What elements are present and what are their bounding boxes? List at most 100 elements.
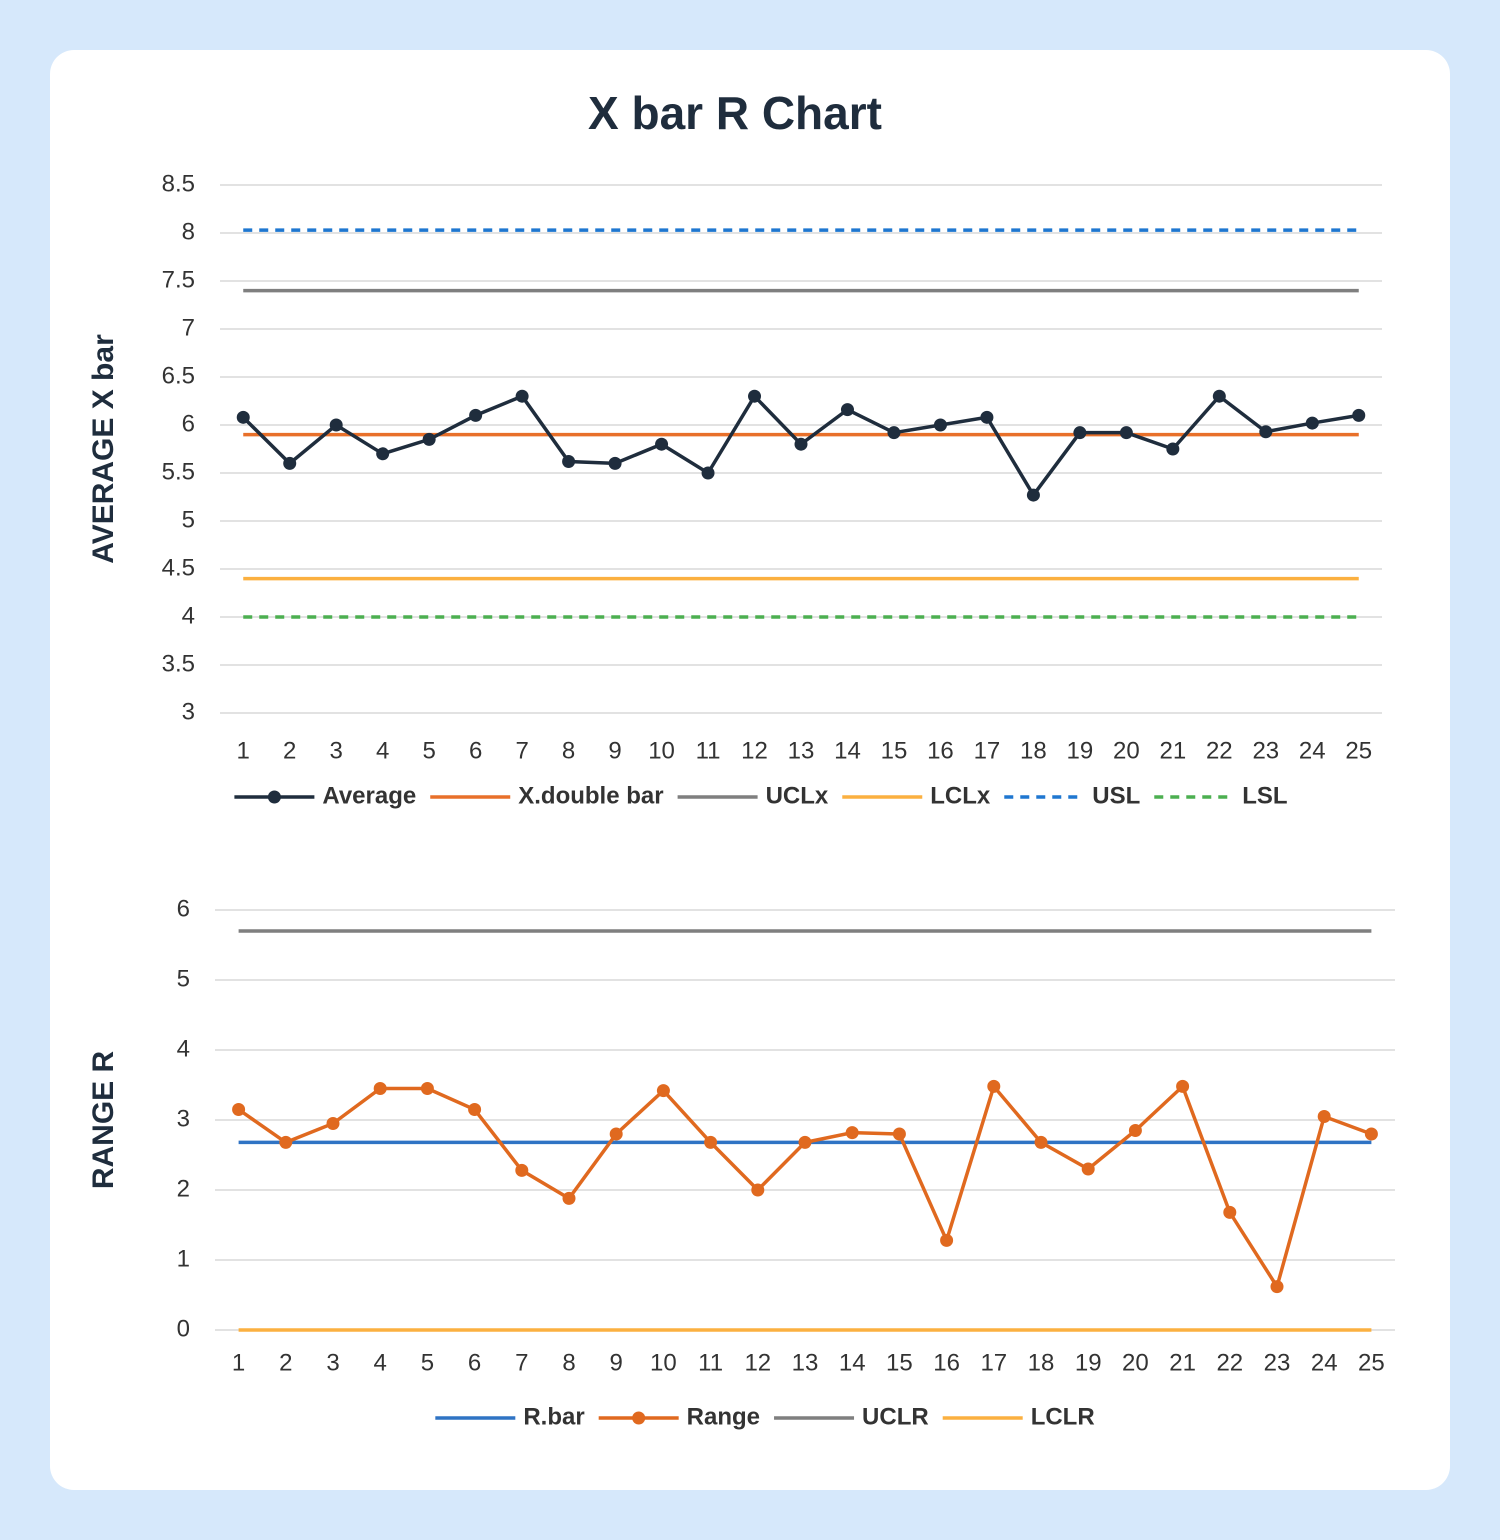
x-tick-label: 22 <box>1216 1349 1243 1376</box>
data-point <box>1081 1162 1095 1176</box>
data-point <box>656 1084 670 1098</box>
legend-label: UCLx <box>766 782 829 809</box>
data-point <box>609 1127 623 1141</box>
data-point <box>1034 1135 1048 1149</box>
x-tick-label: 24 <box>1299 737 1326 764</box>
x-tick-label: 10 <box>648 737 675 764</box>
x-tick-label: 21 <box>1159 737 1186 764</box>
x-tick-label: 22 <box>1206 737 1233 764</box>
x-tick-label: 18 <box>1028 1349 1055 1376</box>
data-point <box>1128 1124 1142 1137</box>
data-point <box>840 403 854 417</box>
y-tick-label: 5 <box>182 506 195 533</box>
x-tick-label: 2 <box>279 1349 292 1376</box>
x-tick-label: 1 <box>237 737 250 764</box>
data-point <box>562 454 576 468</box>
x-tick-label: 23 <box>1264 1349 1291 1376</box>
x-tick-label: 17 <box>974 737 1001 764</box>
x-tick-label: 20 <box>1113 737 1140 764</box>
data-point <box>373 1082 387 1095</box>
y-tick-label: 1 <box>177 1245 190 1272</box>
y-tick-label: 8 <box>182 218 195 245</box>
legend-label: USL <box>1092 782 1140 809</box>
x-tick-label: 11 <box>698 1349 723 1376</box>
legend-label: UCLR <box>862 1403 929 1430</box>
data-point <box>892 1127 906 1141</box>
data-point <box>980 410 994 424</box>
x-tick-label: 3 <box>326 1349 339 1376</box>
x-tick-label: 2 <box>283 737 296 764</box>
x-tick-label: 6 <box>469 737 482 764</box>
y-tick-label: 2 <box>177 1175 190 1202</box>
x-tick-label: 14 <box>839 1349 866 1376</box>
panel <box>50 50 1450 1490</box>
x-tick-label: 1 <box>232 1349 245 1376</box>
legend-marker <box>632 1411 646 1425</box>
x-tick-label: 15 <box>886 1349 913 1376</box>
x-tick-label: 25 <box>1345 737 1372 764</box>
legend-label: LSL <box>1242 782 1287 809</box>
x-tick-label: 4 <box>374 1349 387 1376</box>
data-point <box>1026 488 1040 502</box>
data-point <box>655 437 669 451</box>
y-tick-label: 7.5 <box>162 266 195 293</box>
data-point <box>236 410 250 424</box>
data-point <box>751 1183 765 1197</box>
data-point <box>329 418 343 432</box>
y-axis-title: RANGE R <box>87 1050 120 1189</box>
x-tick-label: 19 <box>1075 1349 1102 1376</box>
data-point <box>1259 425 1273 439</box>
data-point <box>376 447 390 461</box>
data-point <box>1270 1280 1284 1294</box>
data-point <box>845 1126 859 1140</box>
legend-label: Range <box>687 1403 760 1430</box>
data-point <box>283 456 297 470</box>
data-point <box>515 1163 529 1177</box>
x-tick-label: 9 <box>608 737 621 764</box>
x-tick-label: 4 <box>376 737 389 764</box>
x-tick-label: 13 <box>792 1349 819 1376</box>
x-tick-label: 24 <box>1311 1349 1338 1376</box>
data-point <box>1305 416 1319 430</box>
legend-marker <box>267 790 281 804</box>
x-tick-label: 8 <box>562 737 575 764</box>
y-tick-label: 8.5 <box>162 170 195 197</box>
data-point <box>798 1135 812 1149</box>
data-point <box>608 456 622 470</box>
x-tick-label: 13 <box>788 737 815 764</box>
y-tick-label: 6 <box>177 895 190 922</box>
x-tick-label: 12 <box>744 1349 771 1376</box>
legend-label: LCLR <box>1031 1403 1095 1430</box>
data-point <box>279 1135 293 1149</box>
y-tick-label: 4 <box>177 1035 190 1062</box>
data-point <box>469 408 483 422</box>
data-point <box>1317 1110 1331 1123</box>
data-point <box>1364 1127 1378 1141</box>
y-tick-label: 3 <box>182 698 195 725</box>
x-tick-label: 17 <box>980 1349 1007 1376</box>
y-tick-label: 5 <box>177 965 190 992</box>
data-point <box>1166 442 1180 456</box>
data-point <box>794 437 808 451</box>
x-tick-label: 14 <box>834 737 861 764</box>
x-tick-label: 12 <box>741 737 768 764</box>
data-point <box>704 1135 718 1149</box>
data-point <box>887 426 901 440</box>
legend-label: R.bar <box>523 1403 584 1430</box>
x-tick-label: 7 <box>515 737 528 764</box>
data-point <box>1073 426 1087 440</box>
data-point <box>933 418 947 432</box>
data-point <box>422 432 436 446</box>
x-tick-label: 15 <box>881 737 908 764</box>
x-tick-label: 3 <box>330 737 343 764</box>
y-tick-label: 6 <box>182 410 195 437</box>
legend-label: X.double bar <box>518 782 663 809</box>
x-tick-label: 23 <box>1252 737 1279 764</box>
x-tick-label: 10 <box>650 1349 677 1376</box>
x-tick-label: 18 <box>1020 737 1047 764</box>
x-tick-label: 11 <box>696 737 721 764</box>
y-tick-label: 7 <box>182 314 195 341</box>
x-tick-label: 5 <box>421 1349 434 1376</box>
y-tick-label: 3.5 <box>162 650 195 677</box>
